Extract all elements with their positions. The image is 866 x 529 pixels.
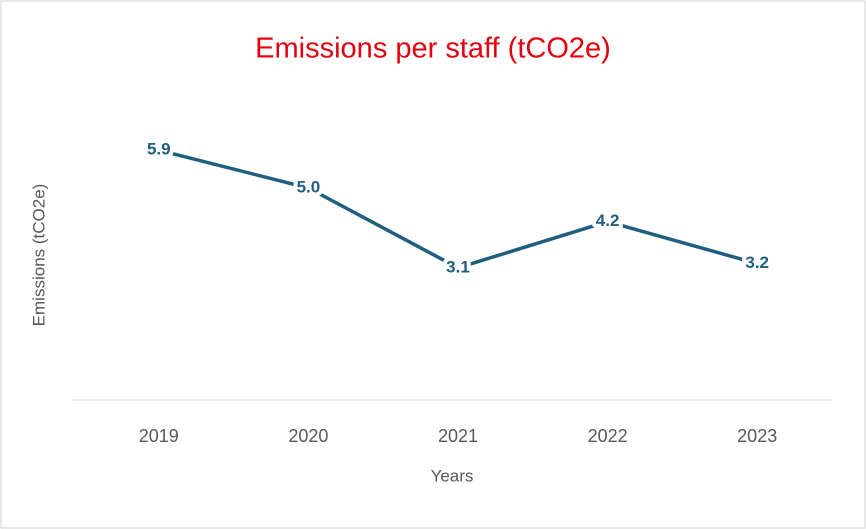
data-label: 5.9 — [147, 140, 171, 159]
x-tick-label: 2021 — [438, 426, 478, 446]
x-tick-label: 2019 — [139, 426, 179, 446]
data-label: 3.1 — [446, 257, 470, 276]
x-axis-label: Years — [431, 466, 474, 485]
x-tick-label: 2022 — [588, 426, 628, 446]
x-tick-label: 2023 — [737, 426, 777, 446]
data-label: 3.2 — [745, 253, 769, 272]
chart-title: Emissions per staff (tCO2e) — [255, 33, 611, 65]
data-label: 5.0 — [297, 177, 321, 196]
y-axis-label: Emissions (tCO2e) — [29, 184, 48, 327]
data-label: 4.2 — [596, 211, 620, 230]
line-series — [158, 148, 758, 270]
x-tick-label: 2020 — [288, 426, 328, 446]
